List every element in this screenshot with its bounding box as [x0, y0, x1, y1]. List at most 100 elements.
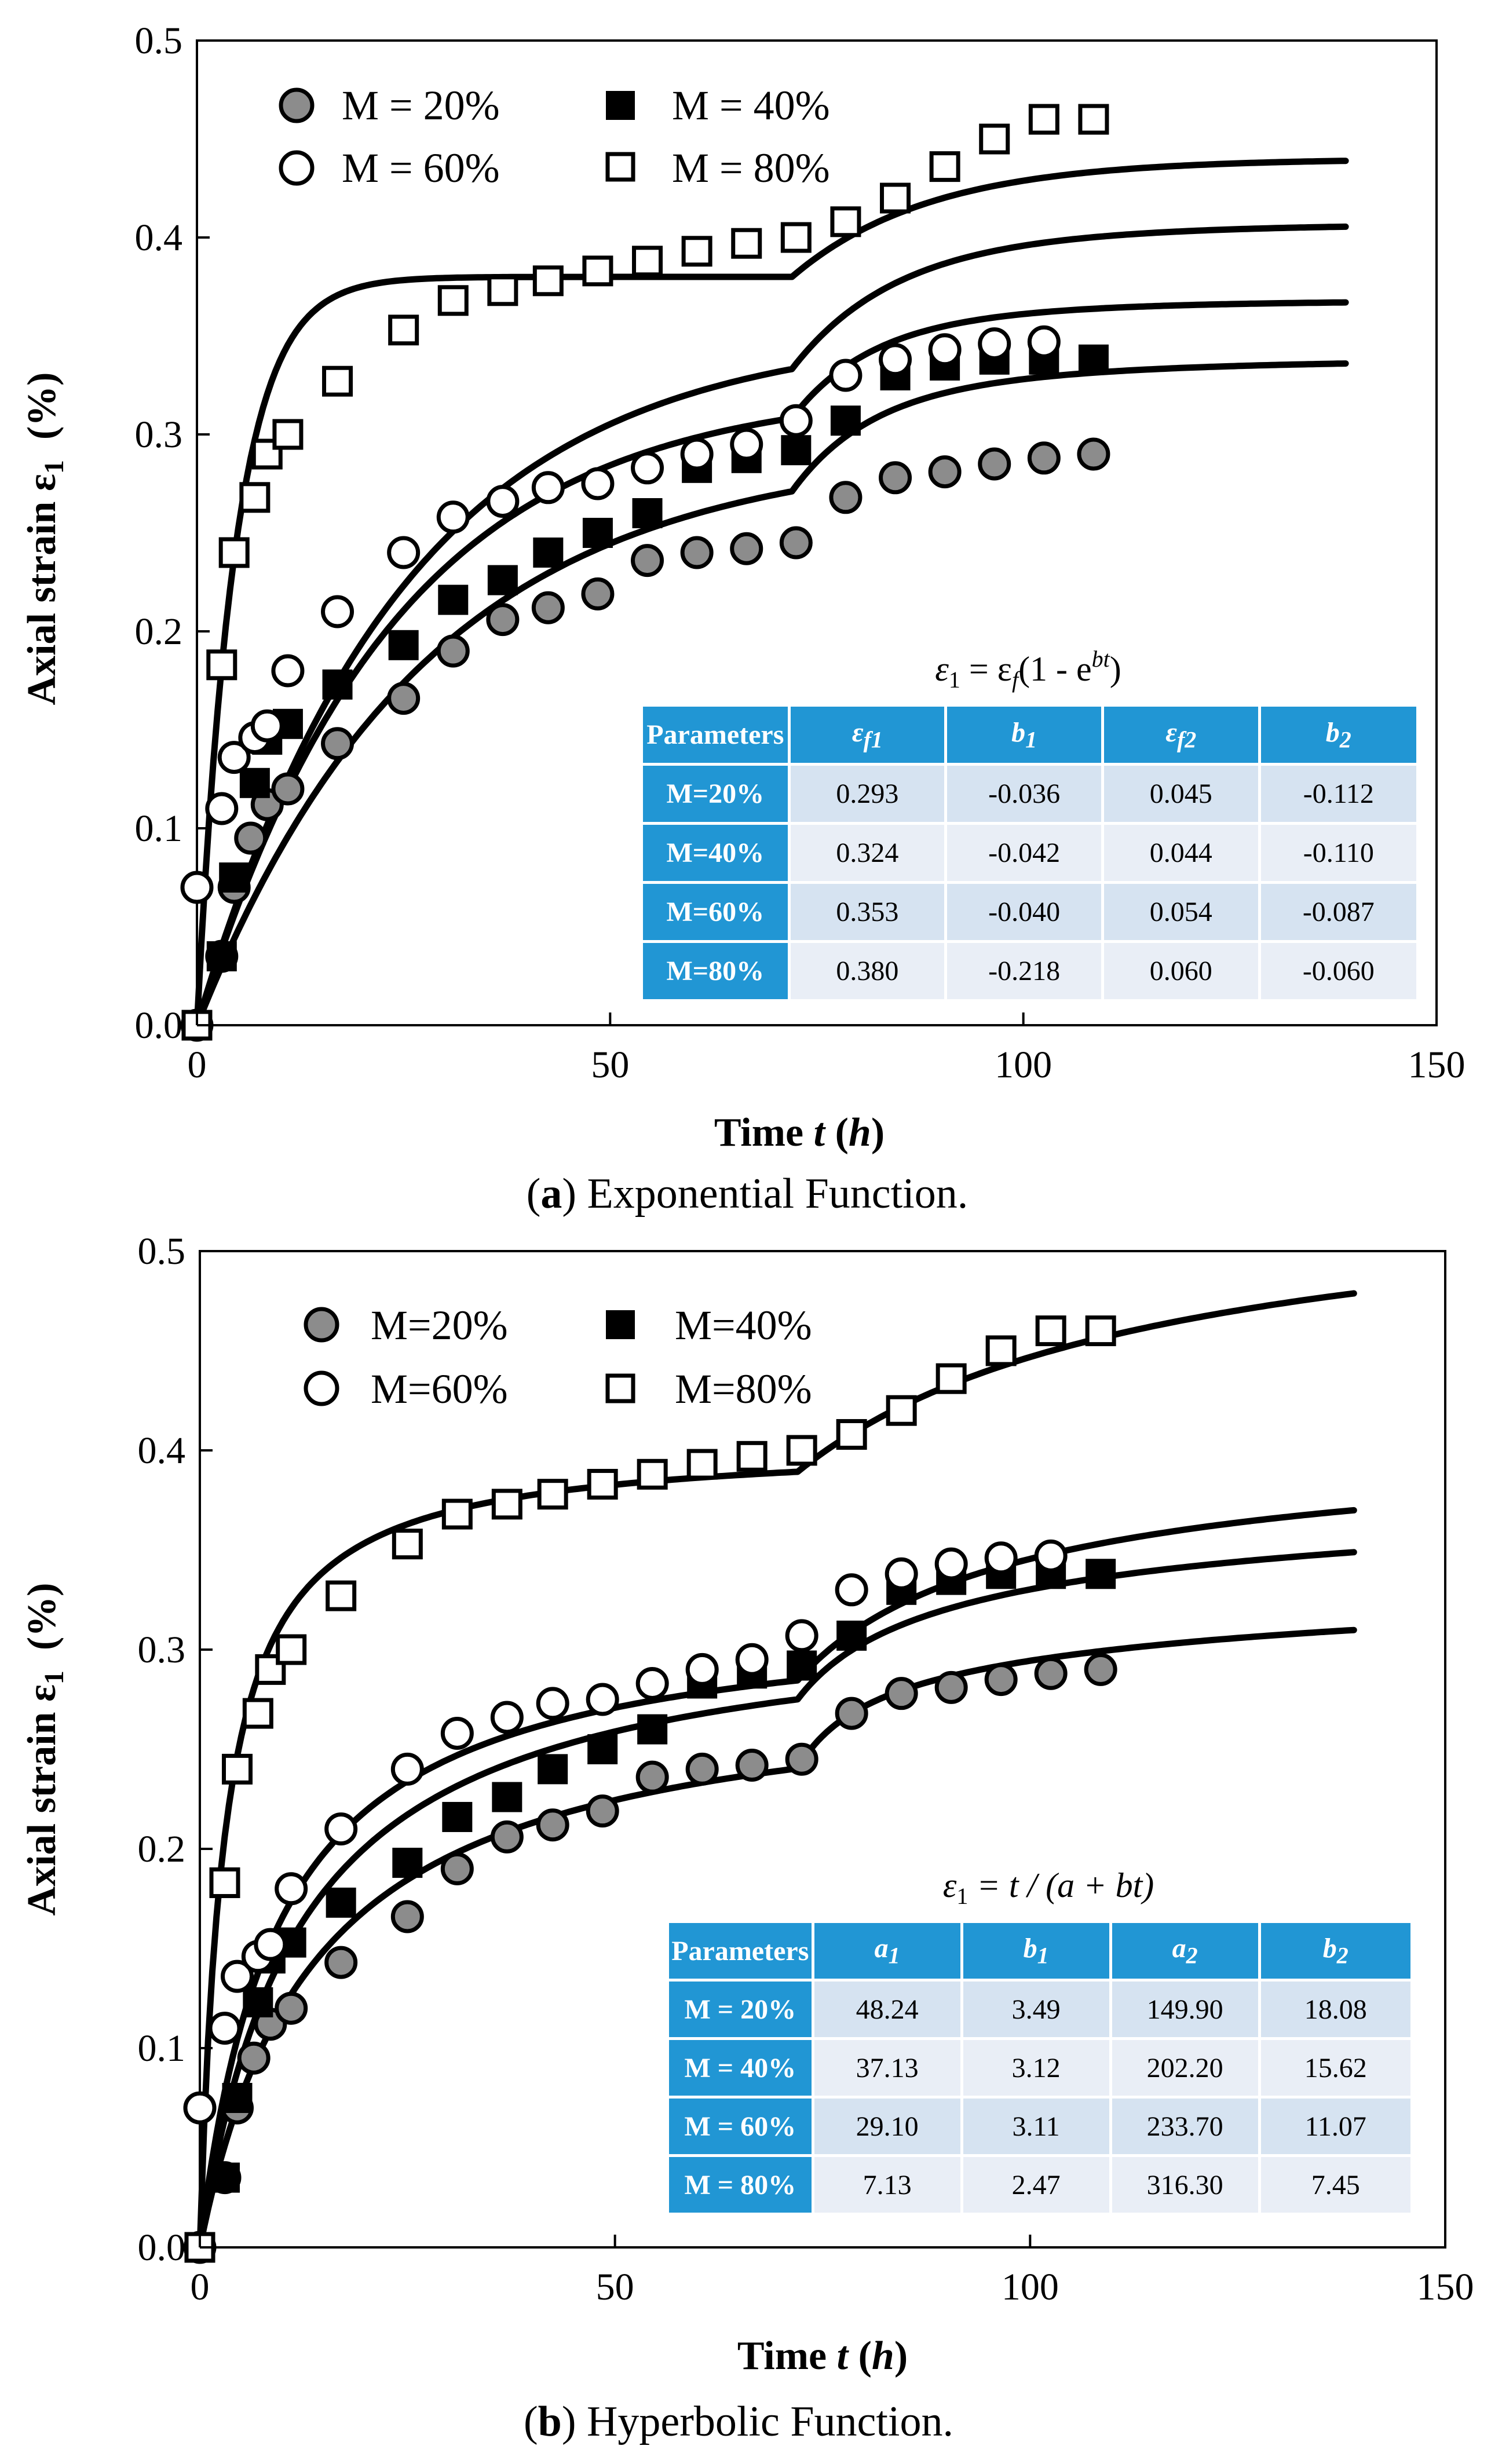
data-point	[218, 537, 250, 568]
data-point	[681, 236, 712, 267]
legend-marker-m40	[606, 91, 635, 120]
cell-value: 0.044	[1101, 822, 1261, 884]
data-point	[880, 182, 911, 214]
y-tick-label: 0.2	[135, 610, 183, 653]
data-point	[392, 1529, 423, 1560]
row-label: M=20%	[640, 763, 791, 825]
data-point	[836, 1620, 867, 1651]
data-point	[180, 871, 214, 904]
data-point	[490, 1820, 524, 1854]
data-point	[779, 404, 813, 437]
legend-label-m60: M=60%	[371, 1366, 508, 1412]
data-point	[183, 2091, 217, 2125]
data-point	[581, 467, 615, 500]
cell-value: 2.47	[960, 2154, 1112, 2216]
legend-marker-m60	[304, 1370, 339, 1406]
header-parameters: Parameters	[640, 704, 791, 766]
cell-value: 316.30	[1109, 2154, 1261, 2216]
data-point	[1027, 325, 1061, 359]
legend-label-m40: M=40%	[675, 1302, 812, 1348]
data-point	[321, 727, 355, 761]
fit-curve	[196, 1549, 1357, 2251]
data-point	[275, 1872, 308, 1906]
table-row: M = 60% 29.10 3.11 233.70 11.07	[666, 2096, 1414, 2157]
data-point	[587, 1468, 618, 1500]
cell-value: 11.07	[1258, 2096, 1414, 2157]
header-a2: a2	[1109, 1920, 1261, 1982]
data-point	[272, 419, 304, 450]
data-point	[885, 1557, 918, 1591]
data-point	[586, 1794, 619, 1828]
panel-a-plot-frame	[196, 39, 1438, 1026]
header-b1: b1	[960, 1920, 1112, 1982]
data-point	[979, 123, 1010, 155]
data-point	[440, 1716, 474, 1750]
panel-a-x-axis-title: Time t (h)	[714, 1110, 885, 1155]
y-tick-label: 0.5	[135, 20, 183, 62]
cell-value: 48.24	[811, 1979, 963, 2040]
cell-value: 15.62	[1258, 2037, 1414, 2099]
data-point	[637, 1458, 668, 1490]
cell-value: 0.060	[1101, 940, 1261, 1002]
y-tick-label: 0.1	[138, 2027, 186, 2070]
data-point	[237, 2041, 271, 2075]
legend-marker-m80	[605, 1373, 635, 1403]
data-point	[632, 498, 663, 528]
data-point	[487, 275, 518, 306]
data-point	[392, 1848, 423, 1878]
y-tick-label: 0.3	[138, 1629, 186, 1671]
header-ef2: εf2	[1101, 704, 1261, 766]
cell-value: -0.218	[944, 940, 1104, 1002]
parameter-table-hyperbolic: Parameters a1 b1 a2 b2 M = 20% 48.24 3.4…	[666, 1920, 1414, 2216]
data-point	[1086, 1559, 1116, 1589]
y-tick-label: 0.2	[138, 1828, 186, 1870]
data-point	[635, 1760, 669, 1794]
fit-curve	[193, 299, 1349, 1029]
data-point	[208, 2012, 242, 2045]
panel-b-formula: ε1 = t / (a + bt)	[943, 1866, 1154, 1909]
y-tick-label: 0.4	[135, 217, 183, 259]
data-point	[829, 481, 863, 514]
panel-b-legend: M=20% M=40% M=60% M=80%	[304, 1302, 812, 1412]
data-point	[390, 1900, 424, 1933]
data-point	[388, 315, 419, 346]
data-point	[935, 1363, 967, 1394]
data-point	[730, 532, 763, 565]
data-point	[538, 1754, 568, 1785]
data-point	[322, 365, 353, 397]
data-point	[581, 577, 615, 610]
data-point	[440, 1852, 474, 1885]
legend-marker-m40	[606, 1310, 635, 1339]
data-point	[685, 1653, 719, 1686]
data-point	[1085, 1315, 1116, 1347]
cell-value: 0.045	[1101, 763, 1261, 825]
data-point	[885, 1677, 918, 1710]
legend-label-m60: M = 60%	[342, 145, 500, 191]
data-point	[830, 405, 861, 436]
panel-b-y-axis-title: Axial strain ε1 (%)	[20, 1583, 70, 1916]
data-point	[536, 1687, 569, 1720]
x-tick-label: 0	[188, 1044, 207, 1086]
data-point	[531, 591, 565, 624]
cell-value: -0.040	[944, 881, 1104, 943]
data-point	[209, 1867, 240, 1898]
data-point	[1084, 1653, 1117, 1686]
legend-marker-m20	[279, 87, 315, 123]
header-a1: a1	[811, 1920, 963, 1982]
data-point	[984, 1541, 1018, 1575]
data-point	[438, 584, 469, 615]
fit-curve	[193, 223, 1349, 1029]
cell-value: 18.08	[1258, 1979, 1414, 2040]
y-tick-label: 0.1	[135, 807, 183, 850]
data-point	[686, 1449, 718, 1480]
data-point	[487, 565, 518, 595]
data-point	[239, 767, 270, 798]
data-point	[736, 1441, 768, 1472]
data-point	[680, 437, 714, 471]
cell-value: 0.353	[787, 881, 948, 943]
data-point	[835, 1573, 868, 1607]
panel-a-caption: (a) Exponential Function.	[527, 1170, 969, 1218]
data-point	[886, 1395, 917, 1426]
header-parameters: Parameters	[666, 1920, 814, 1982]
x-tick-label: 50	[591, 1044, 629, 1086]
